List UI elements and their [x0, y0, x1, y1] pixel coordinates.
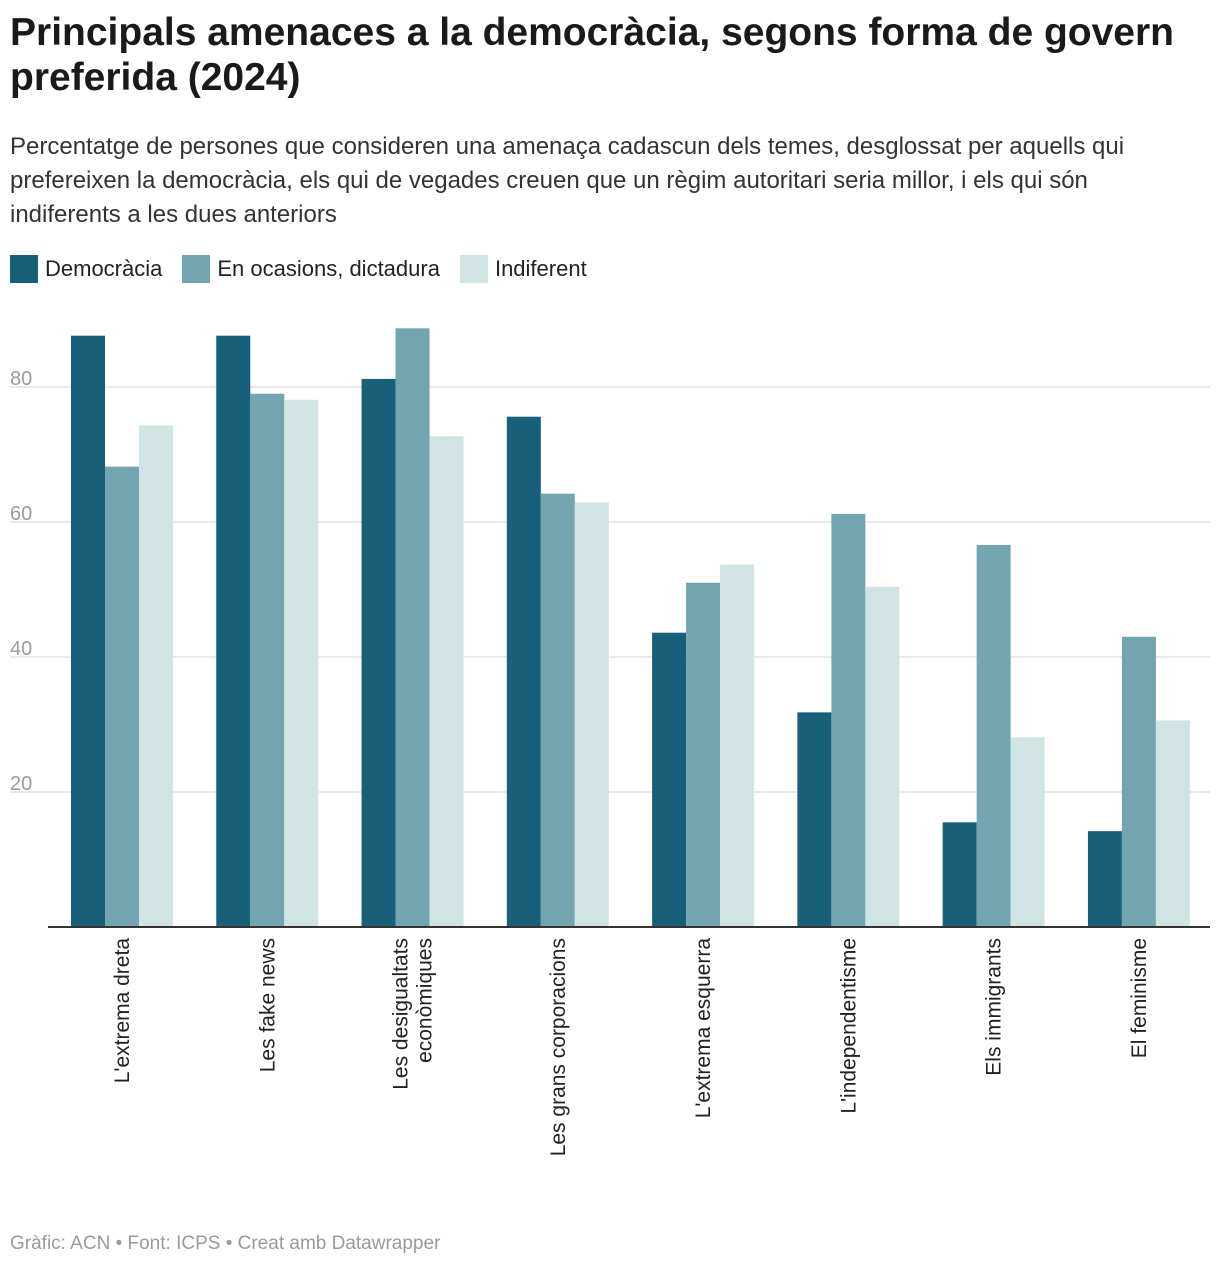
- legend-swatch-democracia: [10, 255, 38, 283]
- bar-democracia: [506, 416, 541, 927]
- legend-label-indiferent: Indiferent: [494, 256, 587, 281]
- bar-indiferent: [284, 399, 319, 927]
- legend-item-indiferent: Indiferent: [459, 255, 587, 283]
- bar-indiferent: [1155, 720, 1190, 927]
- bar-dictadura: [540, 493, 575, 927]
- bar-indiferent: [1010, 737, 1045, 927]
- bar-indiferent: [574, 502, 609, 927]
- x-tick-label-line: Les fake news: [256, 938, 279, 1072]
- x-tick-label: L'extrema dreta: [111, 938, 134, 1084]
- y-tick-label: 20: [10, 773, 32, 795]
- x-tick-label-line: El feminisme: [1128, 938, 1151, 1058]
- bar-democracia: [652, 632, 687, 927]
- x-tick-label-line: Els immigrants: [983, 938, 1006, 1076]
- x-tick-label-line: Les grans corporacions: [547, 938, 570, 1156]
- x-tick-label: L'extrema esquerra: [692, 938, 715, 1119]
- legend-swatch-dictadura: [182, 255, 211, 283]
- bar-democracia: [71, 335, 105, 927]
- bar-indiferent: [720, 564, 755, 927]
- legend-label-democracia: Democràcia: [45, 256, 163, 281]
- y-tick-label: 40: [10, 638, 32, 660]
- bar-indiferent: [865, 586, 900, 927]
- x-tick-label: Les grans corporacions: [547, 938, 570, 1156]
- x-tick-label: Les fake news: [256, 938, 279, 1072]
- bar-indiferent: [429, 436, 464, 927]
- legend-label-dictadura: En ocasions, dictadura: [217, 256, 440, 281]
- bar-democracia: [1087, 831, 1122, 927]
- bar-democracia: [797, 712, 832, 927]
- x-tick-label-line: L'extrema esquerra: [692, 938, 715, 1119]
- x-tick-label: El feminisme: [1128, 938, 1151, 1058]
- y-tick-label: 80: [10, 368, 32, 390]
- bar-indiferent: [139, 425, 173, 927]
- x-tick-label-line: econòmiques: [414, 938, 437, 1063]
- x-tick-label: Les desigualtatseconòmiques: [390, 938, 437, 1090]
- x-tick-label: L'independentisme: [837, 938, 860, 1114]
- bar-dictadura: [976, 544, 1011, 927]
- legend: Democràcia En ocasions, dictadura Indife…: [10, 255, 607, 283]
- bar-dictadura: [395, 328, 430, 927]
- x-tick-label-line: L'extrema dreta: [111, 938, 134, 1084]
- y-tick-label: 60: [10, 503, 32, 525]
- bar-dictadura: [250, 393, 285, 927]
- chart-title: Principals amenaces a la democràcia, seg…: [10, 11, 1175, 99]
- bar-dictadura: [831, 513, 866, 927]
- x-tick-label-line: Les desigualtats: [390, 938, 413, 1090]
- bar-dictadura: [105, 466, 139, 927]
- bar-chart: 20 40 60 80 L'extrema dreta Les fake news Les …: [10, 328, 1210, 1156]
- chart-subtitle: Percentatge de persones que consideren u…: [10, 133, 1125, 228]
- bar-democracia: [216, 335, 251, 927]
- bar-dictadura: [1121, 636, 1156, 927]
- chart-footer: Gràfic: ACN • Font: ICPS • Creat amb Dat…: [10, 1233, 441, 1254]
- legend-item-dictadura: En ocasions, dictadura: [182, 255, 440, 283]
- bar-democracia: [942, 822, 977, 927]
- x-tick-label-line: L'independentisme: [837, 938, 860, 1114]
- bar-dictadura: [686, 582, 721, 927]
- legend-swatch-indiferent: [459, 255, 488, 283]
- x-tick-label: Els immigrants: [983, 938, 1006, 1076]
- legend-item-democracia: Democràcia: [10, 255, 162, 283]
- bar-democracia: [361, 378, 396, 927]
